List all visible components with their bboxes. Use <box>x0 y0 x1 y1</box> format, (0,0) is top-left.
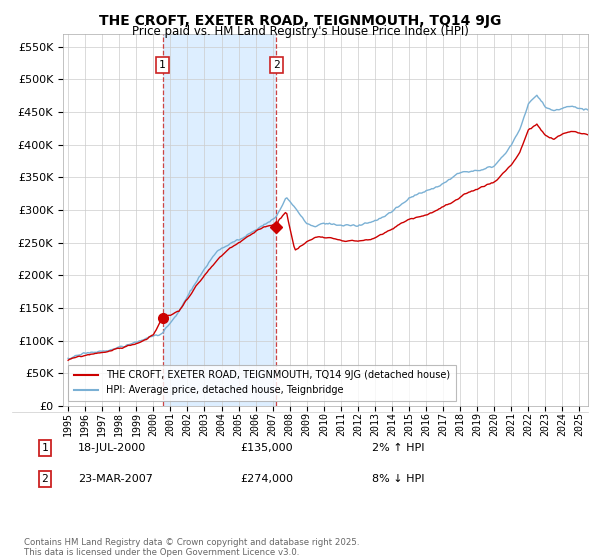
Text: Contains HM Land Registry data © Crown copyright and database right 2025.
This d: Contains HM Land Registry data © Crown c… <box>24 538 359 557</box>
Text: 2: 2 <box>273 60 280 70</box>
Text: 1: 1 <box>41 443 49 453</box>
Text: £274,000: £274,000 <box>240 474 293 484</box>
Text: 18-JUL-2000: 18-JUL-2000 <box>78 443 146 453</box>
Text: £135,000: £135,000 <box>240 443 293 453</box>
Bar <box>163 34 277 406</box>
Text: 8% ↓ HPI: 8% ↓ HPI <box>372 474 425 484</box>
Text: 2% ↑ HPI: 2% ↑ HPI <box>372 443 425 453</box>
Text: THE CROFT, EXETER ROAD, TEIGNMOUTH, TQ14 9JG: THE CROFT, EXETER ROAD, TEIGNMOUTH, TQ14… <box>99 14 501 28</box>
Legend: THE CROFT, EXETER ROAD, TEIGNMOUTH, TQ14 9JG (detached house), HPI: Average pric: THE CROFT, EXETER ROAD, TEIGNMOUTH, TQ14… <box>68 365 456 401</box>
Text: Price paid vs. HM Land Registry's House Price Index (HPI): Price paid vs. HM Land Registry's House … <box>131 25 469 38</box>
Text: 23-MAR-2007: 23-MAR-2007 <box>78 474 153 484</box>
Text: 2: 2 <box>41 474 49 484</box>
Text: 1: 1 <box>159 60 166 70</box>
